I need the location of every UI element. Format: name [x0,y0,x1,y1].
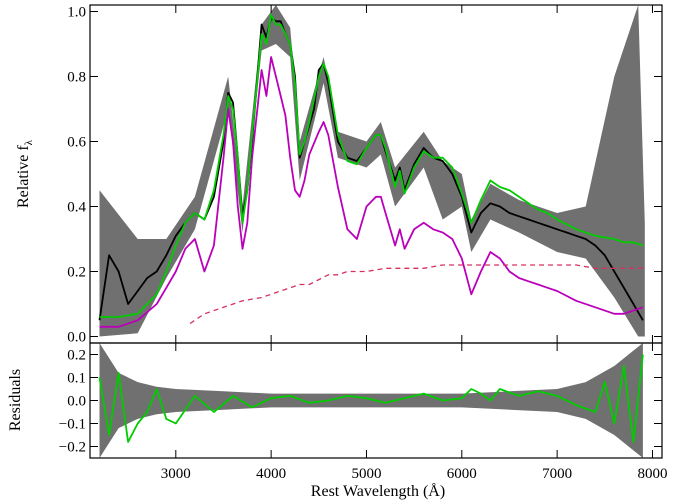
residuals-y-tick-label: 0.1 [67,371,86,387]
spectrum-panel: 0.0 0.2 0.4 0.6 0.8 1.0 Relative fλ [15,4,663,346]
spectrum-series-line-2 [99,13,644,318]
x-tick-label: 6000 [447,466,477,482]
spectrum-series-line-3 [99,56,644,328]
spectrum-y-axis-title: Relative fλ [15,139,35,208]
spectrum-y-axis-title-subscript: λ [23,139,35,145]
residuals-series-line-1 [98,354,644,443]
residuals-y-tick-label: −0.1 [59,417,86,433]
x-tick-label: 4000 [256,466,286,482]
residuals-panel: 3000 4000 5000 6000 7000 8000 −0.2 −0.1 0.0 0.1 0.… [7,342,667,500]
spectrum-series-line-4 [189,264,643,325]
residuals-y-axis-title: Residuals [7,369,24,431]
spectrum-uncertainty-band [99,5,645,337]
spectrum-y-tick-label: 0.2 [67,265,86,281]
spectrum-y-tick-label: 0.8 [67,70,86,86]
spectrum-y-tick-label: 0.6 [67,135,86,151]
x-tick-label: 5000 [351,466,381,482]
x-axis-title: Rest Wavelength (Å) [311,482,445,500]
spectrum-panel-frame [89,4,663,344]
spectrum-series-line-1 [98,17,644,321]
spectrum-y-tick-label: 1.0 [67,5,86,21]
spectrum-y-tick-label: 0.4 [67,200,86,216]
x-tick-label: 8000 [637,466,667,482]
residuals-uncertainty-band [99,343,643,458]
x-tick-label: 3000 [161,466,191,482]
x-tick-label: 7000 [542,466,572,482]
spectrum-y-tick-label: 0.0 [67,330,86,346]
spectrum-y-axis-title-text: Relative f [15,145,32,208]
residuals-y-tick-label: −0.2 [59,440,86,456]
residuals-y-tick-label: 0.0 [67,394,86,410]
residuals-y-tick-label: 0.2 [67,348,86,364]
